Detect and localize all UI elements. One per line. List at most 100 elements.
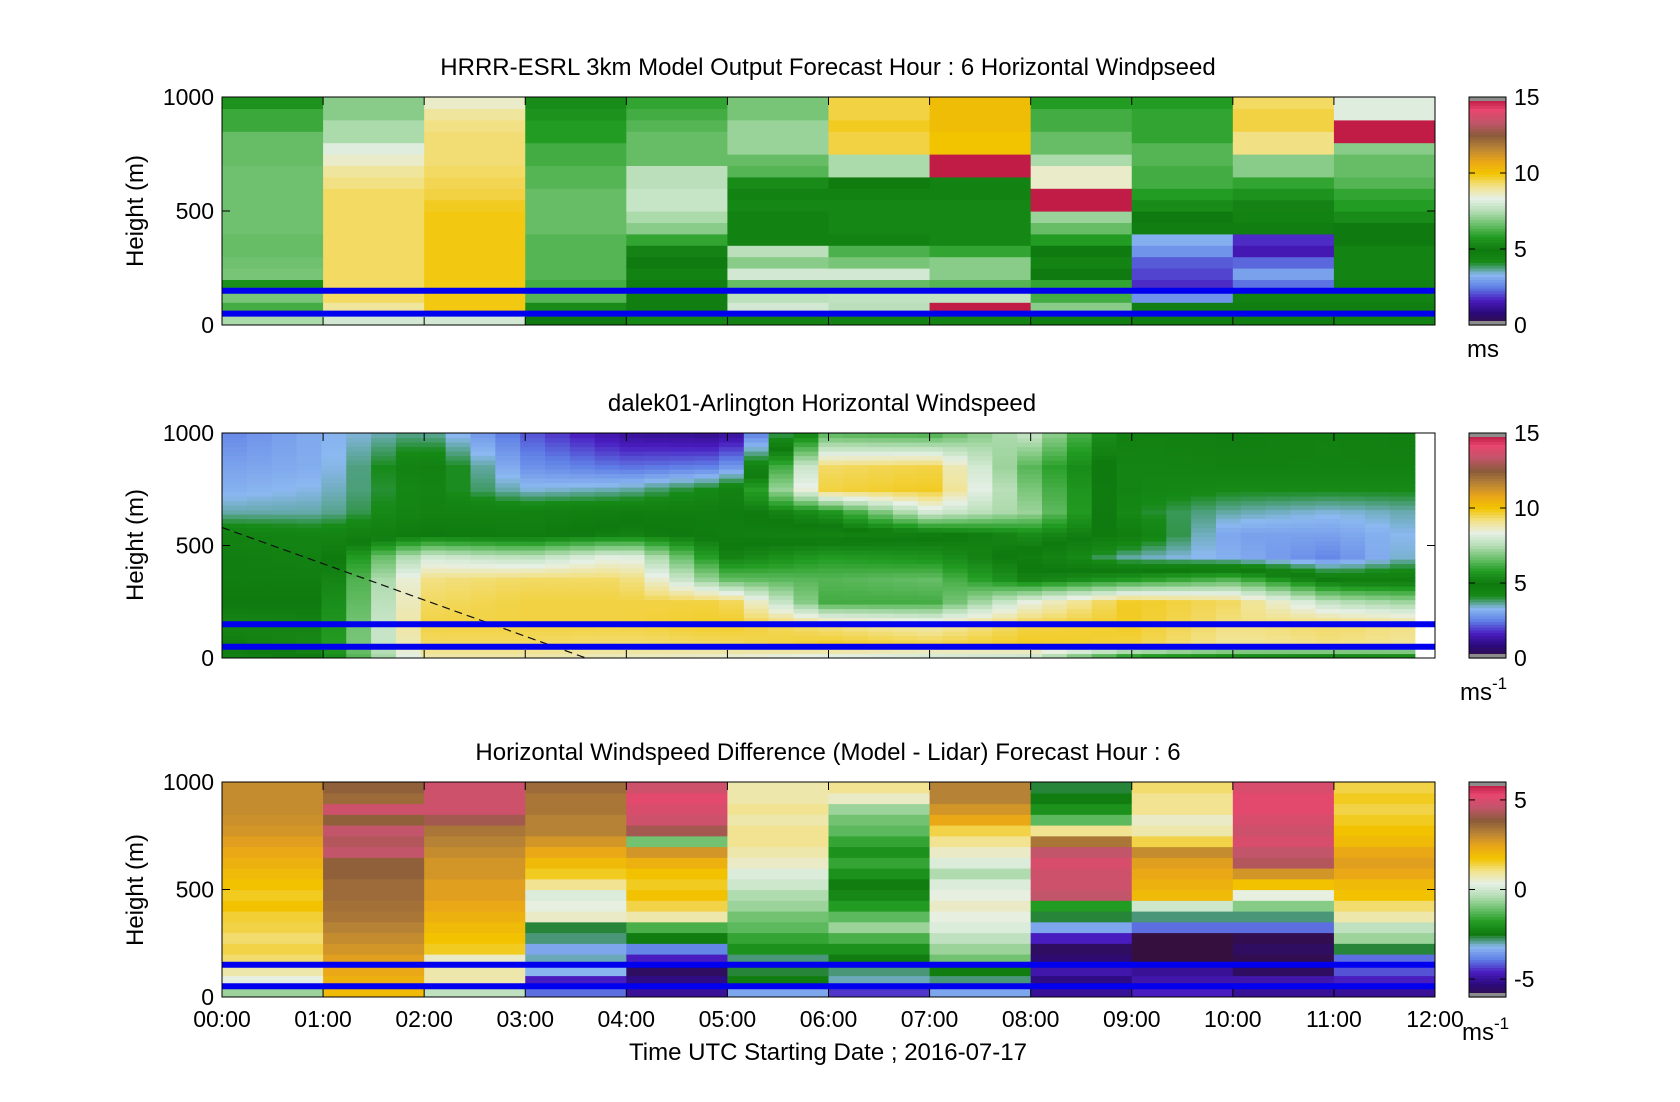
heatmap-cell <box>271 505 298 511</box>
heatmap-cell <box>1265 599 1292 605</box>
heatmap-cell <box>1365 460 1391 466</box>
heatmap-cell <box>222 433 248 439</box>
heatmap-cell <box>1116 455 1143 461</box>
heatmap-cell <box>520 500 546 506</box>
heatmap-cell <box>371 505 397 511</box>
heatmap-cell <box>445 491 472 497</box>
heatmap-cell <box>1066 460 1093 466</box>
colorbar-segment <box>1469 296 1506 300</box>
heatmap-cell <box>967 496 993 502</box>
heatmap-cell <box>818 563 844 569</box>
heatmap-cell <box>992 505 1018 511</box>
heatmap-cell <box>626 835 729 848</box>
heatmap-cell <box>1017 500 1043 506</box>
heatmap-cell <box>1017 563 1043 569</box>
heatmap-cell <box>1091 640 1118 646</box>
heatmap-cell <box>793 599 819 605</box>
heatmap-cell <box>321 568 347 574</box>
colorbar-segment <box>1469 604 1506 608</box>
heatmap-cell <box>818 649 844 655</box>
colorbar-segment <box>1469 601 1506 606</box>
heatmap-cell <box>271 590 298 596</box>
heatmap-cell <box>520 559 546 565</box>
heatmap-cell <box>1240 460 1267 466</box>
heatmap-cell <box>1240 613 1267 619</box>
colorbar-segment <box>1469 116 1506 121</box>
heatmap-cell <box>1091 604 1118 610</box>
heatmap-cell <box>992 500 1018 506</box>
heatmap-cell <box>246 433 273 439</box>
heatmap-cell <box>942 460 969 466</box>
heatmap-cell <box>793 464 819 470</box>
colorbar-segment <box>1469 806 1506 810</box>
heatmap-cell <box>1017 455 1043 461</box>
heatmap-cell <box>828 256 931 269</box>
heatmap-cell <box>626 245 729 258</box>
heatmap-cell <box>644 460 670 466</box>
heatmap-cell <box>321 599 347 605</box>
heatmap-cell <box>619 500 646 506</box>
heatmap-cell <box>1091 541 1118 547</box>
heatmap-cell <box>1017 568 1043 574</box>
heatmap-cell <box>1215 482 1242 488</box>
heatmap-cell <box>445 640 472 646</box>
panel-1-colorbar-unit: ms <box>1467 336 1499 363</box>
heatmap-cell <box>843 631 869 637</box>
heatmap-cell <box>321 653 347 658</box>
heatmap-cell <box>942 455 969 461</box>
heatmap-cell <box>445 581 472 587</box>
heatmap-cell <box>1042 559 1068 565</box>
heatmap-cell <box>1232 199 1335 212</box>
heatmap-cell <box>1340 509 1366 515</box>
heatmap-cell <box>768 581 795 587</box>
heatmap-cell <box>1030 119 1133 132</box>
heatmap-cell <box>1240 649 1267 655</box>
heatmap-cell <box>470 469 496 475</box>
heatmap-cell <box>1290 478 1316 484</box>
heatmap-cell <box>1265 482 1292 488</box>
heatmap-cell <box>371 608 397 614</box>
heatmap-cell <box>271 451 298 457</box>
heatmap-cell <box>271 536 298 542</box>
heatmap-cell <box>222 792 324 805</box>
heatmap-cell <box>669 473 695 479</box>
heatmap-cell <box>371 631 397 637</box>
heatmap-cell <box>818 505 844 511</box>
heatmap-cell <box>644 518 670 524</box>
heatmap-cell <box>626 846 729 858</box>
heatmap-cell <box>271 523 298 529</box>
heatmap-cell <box>1340 464 1366 470</box>
heatmap-cell <box>967 527 993 533</box>
heatmap-cell <box>1141 482 1167 488</box>
heatmap-cell <box>470 590 496 596</box>
heatmap-cell <box>1091 442 1118 448</box>
heatmap-cell <box>793 442 819 448</box>
colorbar-tick-label: 15 <box>1514 420 1540 446</box>
heatmap-cell <box>1240 572 1267 578</box>
heatmap-cell <box>868 509 894 515</box>
heatmap-cell <box>1066 626 1093 632</box>
heatmap-cell <box>1091 536 1118 542</box>
heatmap-cell <box>992 460 1018 466</box>
heatmap-cell <box>520 626 546 632</box>
heatmap-cell <box>495 568 521 574</box>
heatmap-cell <box>1042 577 1068 583</box>
colorbar-segment <box>1469 811 1506 815</box>
colorbar-segment <box>1469 159 1506 164</box>
heatmap-cell <box>1017 590 1043 596</box>
heatmap-cell <box>1240 505 1267 511</box>
heatmap-cell <box>694 527 720 533</box>
heatmap-cell <box>942 568 969 574</box>
heatmap-cell <box>470 464 496 470</box>
heatmap-cell <box>1389 487 1416 493</box>
heatmap-cell <box>1389 514 1416 520</box>
heatmap-cell <box>992 464 1018 470</box>
heatmap-cell <box>743 442 770 448</box>
heatmap-cell <box>1340 514 1366 520</box>
heatmap-cell <box>892 536 919 542</box>
heatmap-cell <box>569 559 596 565</box>
heatmap-cell <box>594 550 621 556</box>
colorbar-segment <box>1469 253 1506 258</box>
heatmap-cell <box>594 554 621 560</box>
